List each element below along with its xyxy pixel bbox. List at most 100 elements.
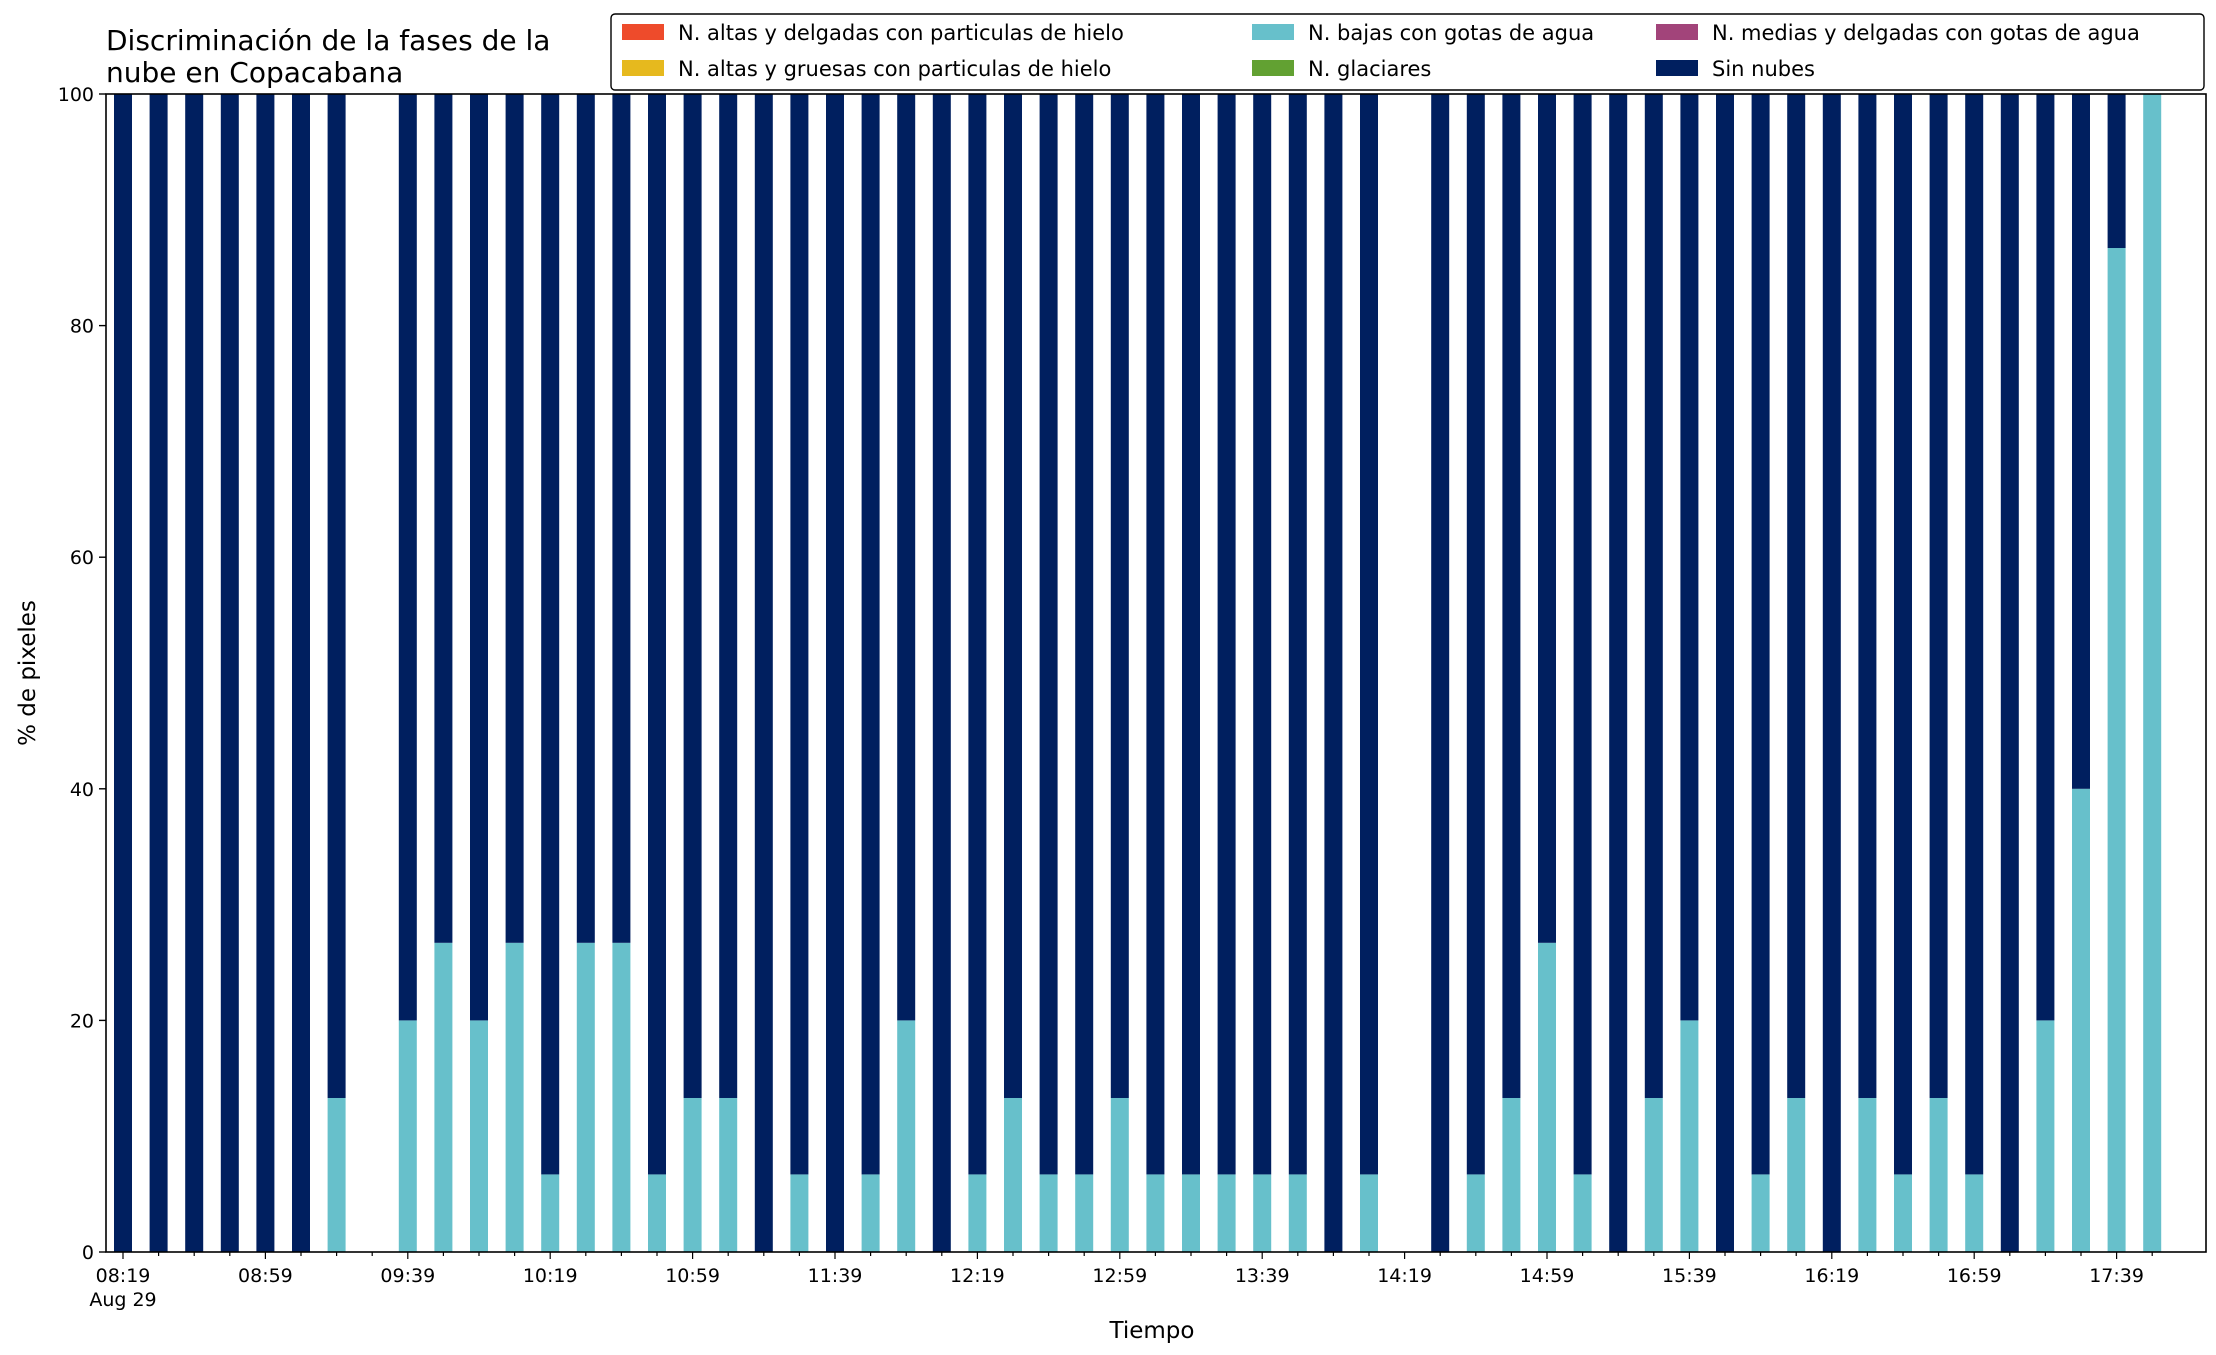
legend-label: N. glaciares: [1308, 57, 1431, 81]
bar-segment-13:19-s5: [1182, 94, 1200, 1175]
bar-segment-10:29-s5: [576, 94, 595, 943]
bar-segment-12:59-s5: [1110, 94, 1129, 1098]
bar-segment-11:49-s2: [861, 1174, 880, 1252]
bar-segment-13:09-s2: [1146, 1174, 1165, 1252]
x-tick-label: 13:39: [1235, 1265, 1290, 1287]
y-tick-label: 20: [70, 1010, 94, 1032]
bar-segment-09:49-s5: [434, 94, 453, 943]
x-tick-label: 14:59: [1520, 1265, 1575, 1287]
x-tick-label: 17:39: [2089, 1265, 2144, 1287]
bar-segment-12:29-s5: [1004, 94, 1022, 1098]
x-date-label: Aug 29: [89, 1289, 156, 1311]
bar-segment-10:59-s5: [683, 94, 702, 1098]
bar-segment-10:19-s5: [541, 94, 560, 1175]
bar-segment-08:39-s5: [185, 94, 204, 1252]
bar-segment-11:59-s5: [897, 94, 916, 1021]
bar-segment-11:59-s2: [897, 1020, 916, 1252]
bar-segment-09:19-s2: [327, 1097, 346, 1252]
bar-segment-12:49-s2: [1075, 1174, 1094, 1252]
x-tick-label: 14:19: [1377, 1265, 1432, 1287]
bar-segment-16:59-s5: [1965, 94, 1984, 1175]
bar-segment-09:19-s5: [327, 94, 346, 1098]
bar-segment-11:09-s2: [719, 1097, 738, 1252]
bar-segment-16:39-s2: [1894, 1174, 1912, 1252]
x-tick-label: 08:59: [238, 1265, 293, 1287]
bar-segment-13:39-s5: [1253, 94, 1272, 1175]
x-tick-label: 16:19: [1804, 1265, 1859, 1287]
bar-segment-17:39-s5: [2107, 94, 2126, 249]
x-axis: 08:19 08:59 09:39 10:19 10:59 11:39 12:19 12:59…: [89, 1252, 2153, 1311]
bar-segment-13:19-s2: [1182, 1174, 1200, 1252]
legend-label: N. altas y delgadas con particulas de hi…: [678, 21, 1124, 45]
plot-frame: [105, 93, 2207, 1253]
bar-segment-08:59-s5: [256, 94, 275, 1252]
legend-label: N. altas y gruesas con particulas de hie…: [678, 57, 1111, 81]
legend-swatch: [1656, 24, 1698, 40]
bar-segment-09:09-s5: [292, 94, 310, 1252]
bar-segment-12:19-s5: [968, 94, 987, 1175]
bar-segment-15:59-s2: [1751, 1174, 1770, 1252]
bar-segment-16:29-s2: [1858, 1097, 1877, 1252]
bar-segment-14:39-s5: [1466, 94, 1485, 1175]
bar-segment-12:39-s5: [1039, 94, 1058, 1175]
x-axis-label: Tiempo: [1109, 1318, 1195, 1344]
bar-segment-17:19-s5: [2036, 94, 2055, 1021]
bar-segment-14:59-s2: [1538, 942, 1556, 1252]
bar-segment-17:09-s5: [2000, 94, 2019, 1252]
x-tick-label: 16:59: [1947, 1265, 2002, 1287]
bar-segment-10:09-s2: [505, 942, 524, 1252]
bar-segment-16:29-s5: [1858, 94, 1877, 1098]
chart-title-line-1: Discriminación de la fases de la: [106, 24, 550, 57]
bar-segment-12:59-s2: [1110, 1097, 1129, 1252]
bar-segment-16:49-s5: [1929, 94, 1948, 1098]
bar-segment-14:59-s5: [1538, 94, 1556, 943]
bar-segment-14:49-s5: [1502, 94, 1521, 1098]
x-tick-label: 11:39: [808, 1265, 863, 1287]
bar-segment-08:29-s5: [149, 94, 168, 1252]
legend-box: [610, 13, 2205, 91]
legend-swatch: [622, 24, 664, 40]
bar-segment-15:39-s2: [1680, 1020, 1699, 1252]
legend-swatch: [1252, 60, 1294, 76]
bar-segment-16:09-s5: [1787, 94, 1806, 1098]
bar-segment-10:59-s2: [683, 1097, 702, 1252]
bar-segment-17:49-s2: [2143, 94, 2162, 1252]
bar-segment-09:59-s2: [470, 1020, 488, 1252]
bar-segment-08:19-s5: [114, 94, 132, 1252]
x-tick-label: 12:19: [950, 1265, 1005, 1287]
bar-segment-09:49-s2: [434, 942, 453, 1252]
bar-segment-14:39-s2: [1466, 1174, 1485, 1252]
x-tick-label: 10:19: [523, 1265, 578, 1287]
bar-segment-09:39-s5: [398, 94, 417, 1021]
bar-segment-13:59-s5: [1324, 94, 1343, 1252]
bar-segment-15:49-s5: [1716, 94, 1734, 1252]
bar-segment-13:49-s5: [1288, 94, 1307, 1175]
bar-segment-12:49-s5: [1075, 94, 1094, 1175]
bar-segment-15:59-s5: [1751, 94, 1770, 1175]
y-tick-label: 100: [58, 84, 94, 106]
bar-segment-12:19-s2: [968, 1174, 987, 1252]
bar-segment-10:49-s5: [648, 94, 666, 1175]
bar-segment-13:29-s5: [1217, 94, 1236, 1175]
bar-segment-13:29-s2: [1217, 1174, 1236, 1252]
bar-segment-17:29-s5: [2072, 94, 2090, 789]
bar-segment-11:49-s5: [861, 94, 880, 1175]
bar-segment-11:09-s5: [719, 94, 738, 1098]
bar-segment-12:29-s2: [1004, 1097, 1022, 1252]
bar-segment-16:39-s5: [1894, 94, 1912, 1175]
y-tick-label: 0: [82, 1242, 94, 1264]
legend-label: Sin nubes: [1712, 57, 1815, 81]
chart-title-line-2: nube en Copacabana: [106, 56, 403, 89]
bar-segment-15:09-s2: [1573, 1174, 1592, 1252]
legend-label: N. medias y delgadas con gotas de agua: [1712, 21, 2140, 45]
bar-segment-09:59-s5: [470, 94, 488, 1021]
bar-segment-15:39-s5: [1680, 94, 1699, 1021]
bar-segment-10:39-s5: [612, 94, 631, 943]
bar-segment-13:49-s2: [1288, 1174, 1307, 1252]
bar-segment-17:19-s2: [2036, 1020, 2055, 1252]
bar-segment-17:39-s2: [2107, 248, 2126, 1252]
bar-segment-14:29-s5: [1431, 94, 1450, 1252]
bar-segment-15:09-s5: [1573, 94, 1592, 1175]
bar-segment-15:29-s5: [1644, 94, 1663, 1098]
bar-segment-14:09-s5: [1360, 94, 1378, 1175]
